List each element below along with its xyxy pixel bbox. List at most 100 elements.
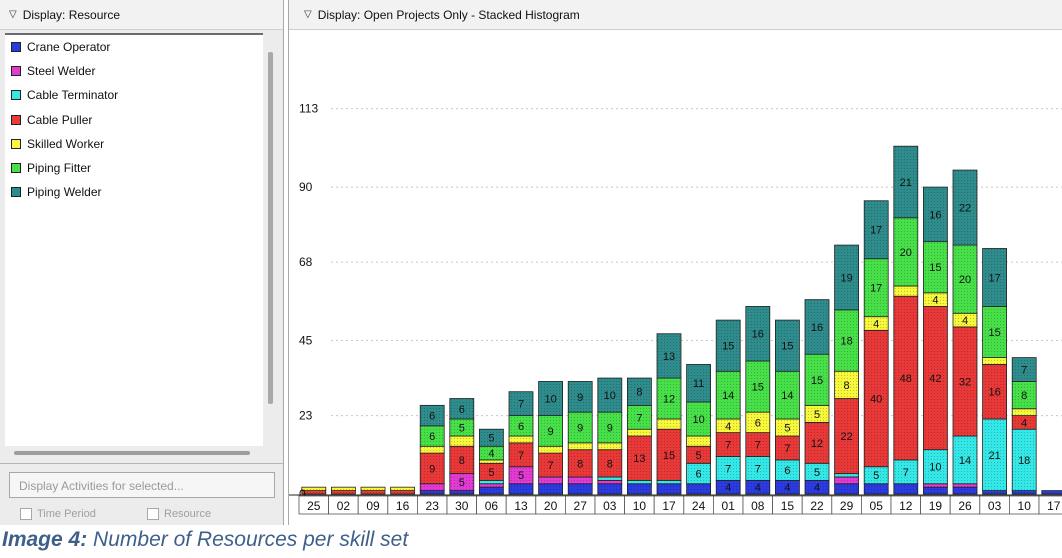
bar-segment[interactable] [923,486,948,495]
bar-segment[interactable] [626,483,652,495]
bar-segment[interactable] [1011,357,1037,382]
bar-segment[interactable] [538,381,564,416]
bar-segment[interactable] [626,377,652,406]
resource-option[interactable]: Resource [147,508,211,520]
bar-segment[interactable] [567,442,593,451]
legend-item[interactable]: Crane Operator [5,35,263,59]
bar-segment[interactable] [331,486,356,491]
display-activities-button[interactable]: Display Activities for selected... [9,472,275,498]
resource-panel-header[interactable]: ▽ Display: Resource [0,0,283,30]
legend-horizontal-scrollbar[interactable] [14,451,250,455]
legend-vertical-scrollbar[interactable] [268,52,273,404]
bar-segment[interactable] [952,486,978,495]
bar-segment[interactable] [419,425,445,447]
bar-segment[interactable] [893,295,919,461]
bar-segment[interactable] [508,466,534,485]
bar-segment[interactable] [478,428,504,447]
bar-segment[interactable] [834,370,859,399]
bar-segment[interactable] [449,398,475,420]
bar-segment[interactable] [656,418,682,430]
bar-segment[interactable] [449,435,475,447]
bar-segment[interactable] [538,483,564,495]
bar-segment[interactable] [626,479,652,485]
bar-segment[interactable] [982,357,1007,365]
bar-segment[interactable] [449,445,475,474]
bar-segment[interactable] [597,483,623,495]
bar-segment[interactable] [923,241,948,294]
bar-segment[interactable] [804,462,830,481]
bar-segment[interactable] [567,381,593,413]
bar-segment[interactable] [419,483,445,491]
bar-segment[interactable] [715,319,741,372]
bar-segment[interactable] [774,435,800,461]
bar-segment[interactable] [893,217,919,287]
chevron-down-icon[interactable]: ▽ [304,9,312,20]
bar-segment[interactable] [508,435,534,444]
bar-segment[interactable] [538,476,564,485]
bar-segment[interactable] [745,306,771,362]
bar-segment[interactable] [1041,490,1062,495]
bar-segment[interactable] [686,445,712,464]
bar-segment[interactable] [834,309,859,372]
bar-segment[interactable] [804,479,830,495]
histogram-panel-header[interactable]: ▽ Display: Open Projects Only - Stacked … [289,0,1062,30]
legend-item[interactable]: Cable Terminator [5,83,263,107]
bar-segment[interactable] [626,428,652,437]
bar-segment[interactable] [567,483,593,495]
bar-segment[interactable] [715,370,741,420]
bar-segment[interactable] [478,445,504,461]
bar-segment[interactable] [982,490,1007,495]
bar-segment[interactable] [774,319,800,372]
bar-segment[interactable] [952,312,978,328]
bar-segment[interactable] [419,404,445,427]
bar-segment[interactable] [834,473,859,478]
bar-segment[interactable] [774,370,800,420]
bar-segment[interactable] [923,186,948,243]
bar-segment[interactable] [923,292,948,307]
bar-segment[interactable] [804,421,830,464]
legend-item[interactable]: Piping Welder [5,180,263,204]
bar-segment[interactable] [597,479,623,485]
bar-segment[interactable] [893,285,919,297]
time-period-option[interactable]: Time Period [20,508,96,520]
bar-segment[interactable] [686,435,712,447]
bar-segment[interactable] [745,479,771,495]
bar-segment[interactable] [982,364,1007,420]
bar-segment[interactable] [360,486,386,491]
bar-segment[interactable] [745,432,771,457]
bar-segment[interactable] [774,459,800,481]
bar-segment[interactable] [952,244,978,314]
bar-segment[interactable] [508,391,534,416]
bar-segment[interactable] [893,459,919,485]
bar-segment[interactable] [597,476,623,481]
legend-item[interactable]: Steel Welder [5,59,263,83]
bar-segment[interactable] [656,479,682,485]
bar-segment[interactable] [952,326,978,437]
bar-segment[interactable] [301,486,327,491]
bar-segment[interactable] [508,415,534,437]
bar-segment[interactable] [1011,408,1037,416]
bar-segment[interactable] [478,486,504,495]
bar-segment[interactable] [863,483,889,495]
bar-segment[interactable] [893,145,919,219]
bar-segment[interactable] [419,490,445,495]
bar-segment[interactable] [478,462,504,481]
legend-item[interactable]: Skilled Worker [5,132,263,156]
bar-segment[interactable] [656,483,682,495]
bar-segment[interactable] [626,435,652,481]
bar-segment[interactable] [715,418,741,434]
bar-segment[interactable] [597,442,623,451]
bar-segment[interactable] [1011,490,1037,495]
bar-segment[interactable] [804,299,830,355]
bar-segment[interactable] [834,244,859,311]
bar-segment[interactable] [834,476,859,485]
bar-segment[interactable] [538,415,564,447]
bar-segment[interactable] [597,377,623,413]
bar-segment[interactable] [715,432,741,457]
bar-segment[interactable] [656,428,682,481]
bar-segment[interactable] [390,490,415,495]
bar-segment[interactable] [1011,381,1037,410]
bar-segment[interactable] [597,411,623,444]
bar-segment[interactable] [478,479,504,485]
bar-segment[interactable] [863,329,889,468]
